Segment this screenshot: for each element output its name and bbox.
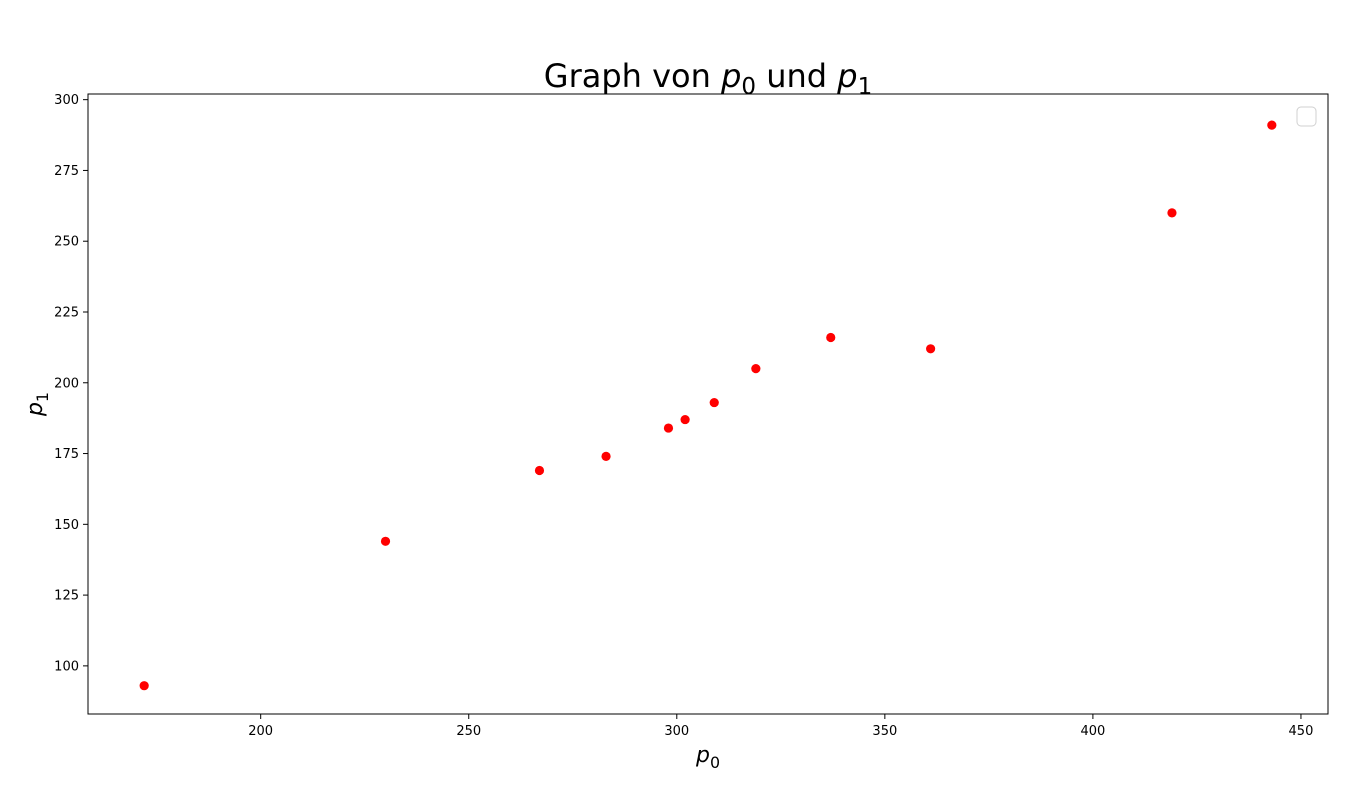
chart-title: Graph von p0 und p1 bbox=[544, 57, 872, 100]
data-point bbox=[663, 423, 674, 433]
y-tick-label: 200 bbox=[54, 376, 79, 391]
plot-area bbox=[88, 94, 1328, 714]
data-point bbox=[751, 364, 761, 374]
data-point bbox=[680, 414, 690, 425]
data-point bbox=[1267, 120, 1277, 130]
y-tick-label: 175 bbox=[54, 447, 79, 462]
data-point bbox=[601, 451, 611, 461]
x-tick-label: 450 bbox=[1289, 724, 1314, 739]
data-point bbox=[709, 397, 719, 408]
y-tick-label: 225 bbox=[54, 305, 79, 320]
x-tick-label: 200 bbox=[248, 724, 273, 739]
plot-frame bbox=[87, 93, 1329, 715]
y-tick-label: 125 bbox=[54, 589, 79, 604]
legend-box bbox=[1296, 106, 1317, 127]
y-tick-label: 275 bbox=[54, 164, 79, 179]
data-point bbox=[1167, 208, 1177, 218]
data-point bbox=[826, 332, 836, 343]
x-tick-label: 300 bbox=[664, 724, 689, 739]
y-tick-label: 100 bbox=[54, 659, 79, 674]
y-tick-label: 300 bbox=[54, 93, 79, 108]
y-tick-label: 250 bbox=[54, 235, 79, 250]
data-point bbox=[926, 344, 936, 354]
x-tick-label: 250 bbox=[456, 724, 481, 739]
y-axis: 100 125 150 175 200 225 250 275 300 bbox=[54, 93, 88, 674]
y-tick-label: 150 bbox=[54, 518, 79, 533]
data-points bbox=[139, 120, 1277, 691]
y-axis-label: p1 bbox=[23, 392, 52, 417]
x-tick-label: 350 bbox=[872, 724, 897, 739]
x-tick-label: 400 bbox=[1080, 724, 1105, 739]
x-axis-label: p0 bbox=[695, 743, 720, 772]
data-point bbox=[534, 465, 545, 476]
x-axis: 200 250 300 350 400 450 bbox=[248, 714, 1313, 739]
data-point bbox=[139, 681, 149, 691]
data-point bbox=[380, 536, 391, 546]
